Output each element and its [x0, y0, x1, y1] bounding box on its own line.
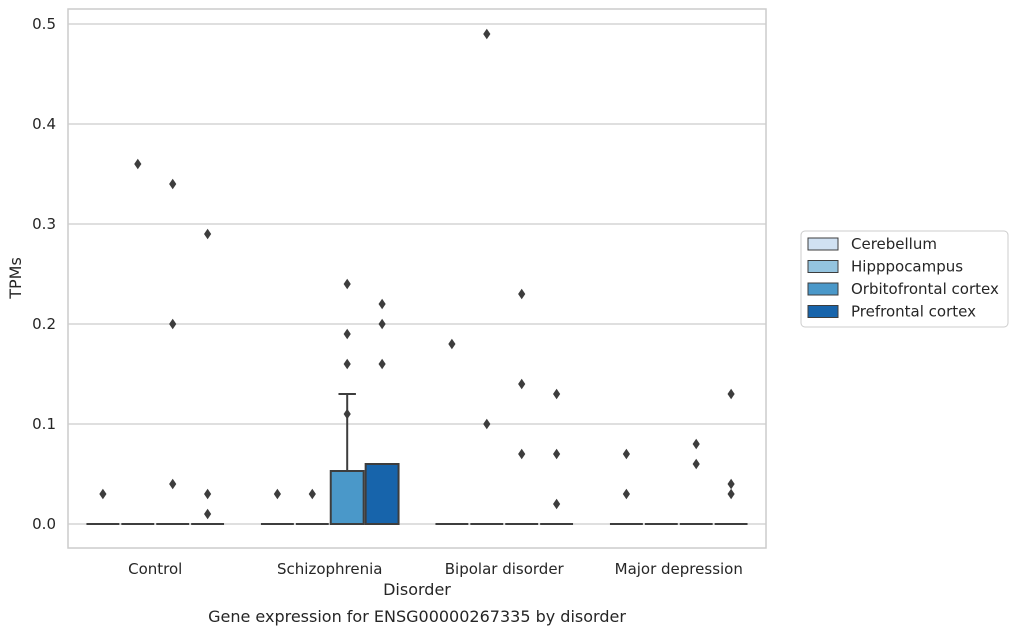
outlier-point: [204, 508, 212, 520]
outlier-point: [727, 488, 735, 500]
outlier-point: [518, 448, 526, 460]
chart-caption: Gene expression for ENSG00000267335 by d…: [208, 607, 626, 626]
outlier-point: [727, 478, 735, 490]
outlier-point: [378, 318, 386, 330]
x-tick-label: Bipolar disorder: [445, 560, 565, 578]
legend-label: Orbitofrontal cortex: [851, 280, 999, 298]
outlier-point: [483, 28, 491, 40]
outlier-point: [727, 388, 735, 400]
outlier-point: [448, 338, 456, 350]
y-axis-title: TPMs: [6, 257, 25, 300]
outlier-point: [343, 408, 351, 420]
legend-label: Prefrontal cortex: [851, 303, 976, 321]
outlier-point: [692, 438, 700, 450]
outlier-point: [483, 418, 491, 430]
outlier-point: [343, 328, 351, 340]
box: [364, 463, 400, 525]
outlier-point: [99, 488, 107, 500]
outlier-point: [622, 448, 630, 460]
outlier-point: [518, 288, 526, 300]
outlier-point: [308, 488, 316, 500]
y-tick-label: 0.2: [32, 315, 56, 333]
outlier-point: [378, 358, 386, 370]
outlier-point: [553, 498, 561, 510]
outlier-point: [518, 378, 526, 390]
y-tick-label: 0.4: [32, 115, 56, 133]
legend: Cerebellum Hipppocampus Orbitofrontal cort…: [800, 230, 1009, 328]
x-axis-title: Disorder: [383, 580, 451, 599]
y-tick-label: 0.3: [32, 215, 56, 233]
x-tick-label: Control: [128, 560, 182, 578]
legend-swatch: [807, 282, 839, 296]
outlier-point: [169, 318, 177, 330]
outlier-point: [692, 458, 700, 470]
outlier-points: [99, 28, 735, 520]
plot-frame: [67, 8, 767, 549]
legend-frame: [800, 230, 1009, 328]
outlier-point: [378, 298, 386, 310]
y-axis-ticks: 0.0 0.1 0.2 0.3 0.4 0.5: [32, 15, 56, 533]
legend-swatch: [807, 237, 839, 251]
outlier-point: [273, 488, 281, 500]
outlier-point: [134, 158, 142, 170]
y-tick-label: 0.0: [32, 515, 56, 533]
outlier-point: [622, 488, 630, 500]
outlier-point: [553, 448, 561, 460]
y-tick-label: 0.5: [32, 15, 56, 33]
outlier-point: [169, 478, 177, 490]
box-plots: [86, 393, 748, 525]
outlier-point: [343, 358, 351, 370]
outlier-point: [169, 178, 177, 190]
outlier-point: [204, 228, 212, 240]
outlier-point: [553, 388, 561, 400]
legend-swatch: [807, 305, 839, 318]
outlier-point: [343, 278, 351, 290]
x-axis-ticks: Control Schizophrenia Bipolar disorder Majo…: [128, 560, 743, 578]
legend-swatch: [807, 260, 839, 273]
gridlines: [68, 23, 766, 525]
outlier-point: [204, 488, 212, 500]
legend-label: Cerebellum: [851, 235, 937, 253]
x-tick-label: Major depression: [615, 560, 743, 578]
y-tick-label: 0.1: [32, 415, 56, 433]
x-tick-label: Schizophrenia: [277, 560, 382, 578]
legend-label: Hipppocampus: [851, 258, 963, 276]
box: [329, 470, 365, 525]
